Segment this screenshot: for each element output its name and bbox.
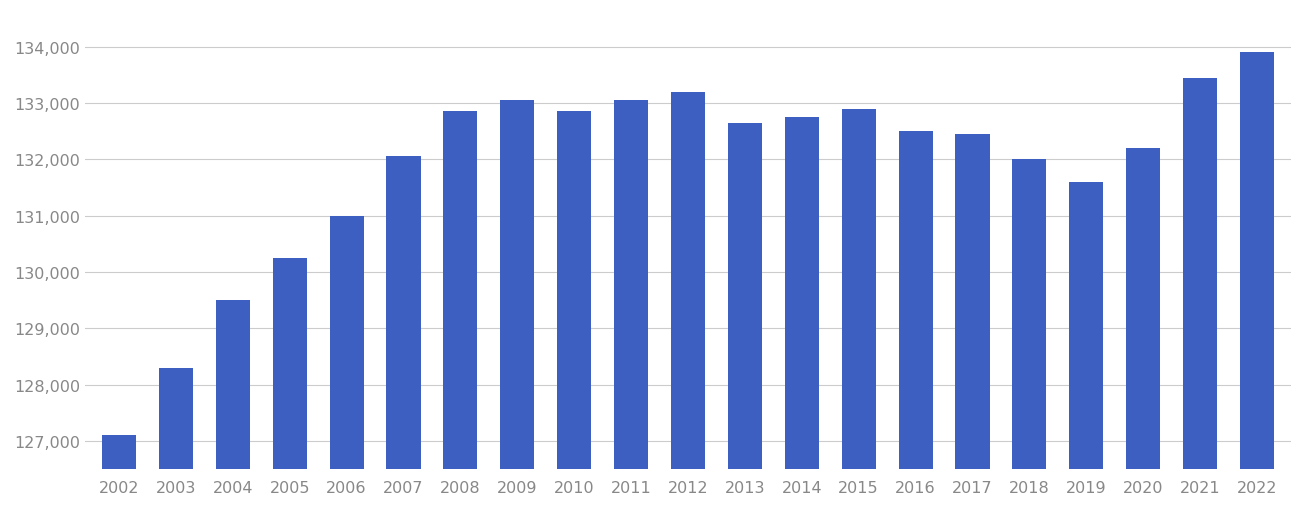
Bar [444, 112, 478, 469]
Bar [955, 135, 989, 469]
Bar [1184, 78, 1218, 469]
Bar [386, 157, 420, 469]
Bar [1126, 149, 1160, 469]
Bar [500, 101, 534, 469]
Bar [842, 109, 876, 469]
Bar [671, 93, 705, 469]
Bar [784, 118, 818, 469]
Bar [330, 216, 364, 469]
Bar [1013, 160, 1047, 469]
Bar [899, 132, 933, 469]
Bar [728, 124, 762, 469]
Bar [557, 112, 591, 469]
Bar [1240, 53, 1274, 469]
Bar [159, 368, 193, 469]
Bar [215, 300, 249, 469]
Bar [1069, 182, 1103, 469]
Bar [102, 435, 136, 469]
Bar [615, 101, 649, 469]
Bar [273, 259, 307, 469]
